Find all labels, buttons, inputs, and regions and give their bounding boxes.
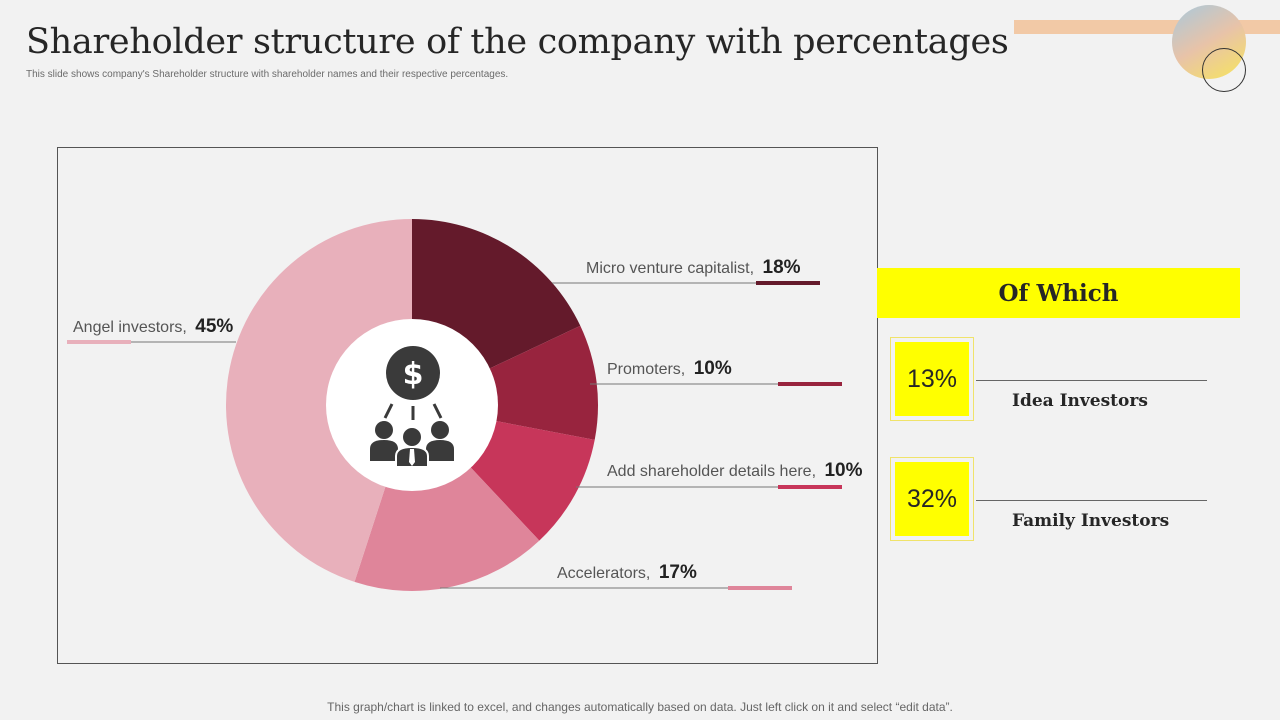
divider-line: [976, 500, 1207, 501]
slice-label: Add shareholder details here, 10%: [607, 460, 863, 481]
of-which-heading: Of Which: [877, 268, 1240, 318]
slice-label: Micro venture capitalist, 18%: [586, 257, 801, 278]
footer-note: This graph/chart is linked to excel, and…: [327, 700, 953, 714]
pct-box: 13%: [890, 337, 974, 421]
page-subtitle: This slide shows company's Shareholder s…: [26, 69, 509, 80]
decorative-ring: [1202, 48, 1246, 92]
page-title: Shareholder structure of the company wit…: [26, 22, 1009, 62]
slice-label: Angel investors, 45%: [73, 316, 234, 337]
donut-slice[interactable]: [226, 219, 412, 582]
slice-label: Promoters, 10%: [607, 358, 732, 379]
sub-investor-label: Family Investors: [1012, 511, 1170, 531]
svg-text:$: $: [403, 357, 424, 392]
investor-group-dollar-icon: $: [370, 346, 454, 468]
slice-label: Accelerators, 17%: [557, 562, 697, 583]
pct-value: 13%: [895, 342, 969, 416]
pct-value: 32%: [895, 462, 969, 536]
pct-box: 32%: [890, 457, 974, 541]
sub-investor-label: Idea Investors: [1012, 391, 1148, 411]
donut-hole: [326, 319, 498, 491]
divider-line: [976, 380, 1207, 381]
chart-frame[interactable]: [57, 147, 878, 664]
